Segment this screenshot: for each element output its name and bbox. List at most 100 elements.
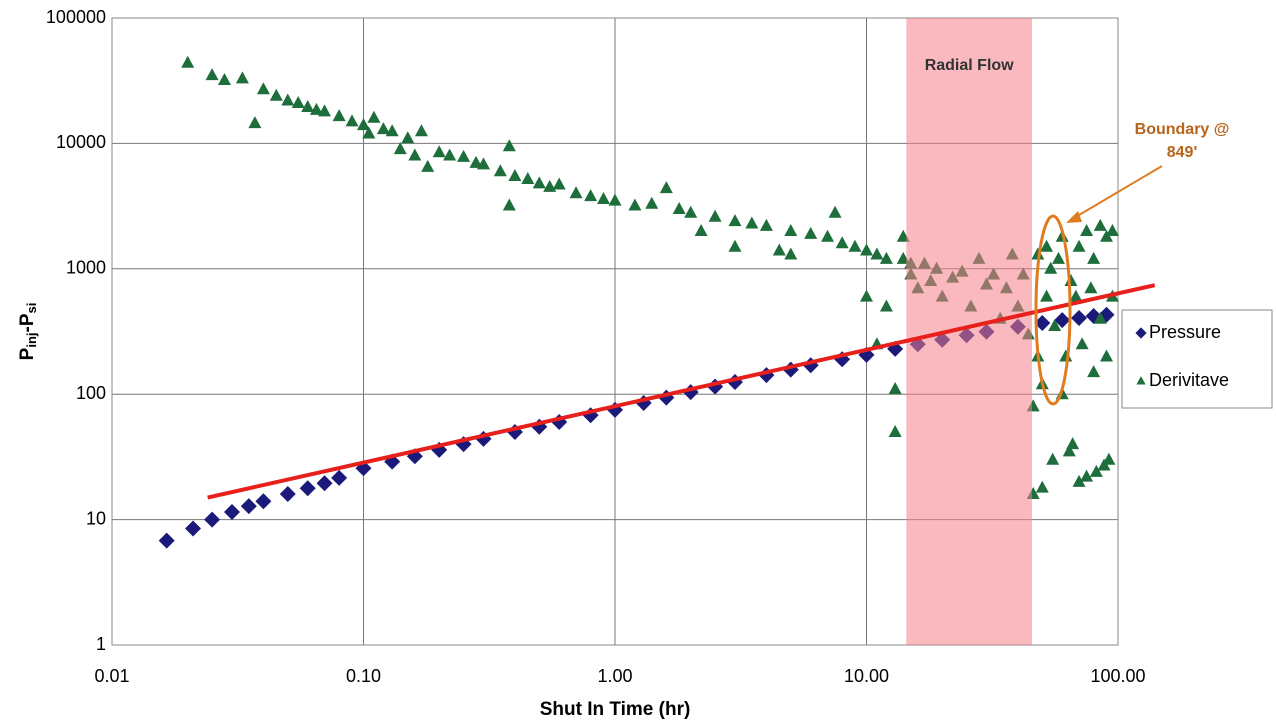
x-tick-label: 0.10 [346,666,381,686]
derivative-point [357,118,370,131]
derivative-point [728,214,742,227]
derivative-point [281,93,295,106]
derivative-point [469,155,483,168]
derivative-point [684,205,698,218]
annotation-text: Boundary @ [1135,121,1230,138]
derivative-point [879,251,893,264]
derivative-point [1084,281,1098,294]
derivative-point [860,289,873,302]
derivative-point [784,247,798,260]
derivative-point [1080,224,1094,237]
derivative-point [1066,437,1080,450]
derivative-point [414,124,428,137]
x-tick-label: 0.01 [94,666,129,686]
derivative-point [1040,289,1054,302]
derivative-point [181,55,195,68]
derivative-point [318,104,332,117]
derivative-point [1089,464,1103,477]
derivative-point [1072,474,1086,487]
pressure-point [316,475,333,492]
derivative-point [804,226,818,239]
derivative-point [1052,251,1066,264]
y-axis-title: Pinj-Psi [17,303,39,361]
derivative-point [1048,318,1062,331]
derivative-point [367,110,381,123]
derivative-point [552,177,566,190]
pressure-point [1034,314,1051,331]
derivative-point [708,209,722,222]
derivative-point [432,145,446,158]
pressure-point [299,480,316,497]
pressure-point [255,493,272,510]
derivative-point [828,205,842,218]
y-axis-title-part: -P [17,313,38,332]
derivative-point [248,116,262,129]
derivative-point [584,189,598,202]
x-tick-label: 10.00 [844,666,889,686]
pressure-point [279,486,296,503]
derivative-point [596,192,610,205]
derivative-point [362,126,376,139]
derivative-point [493,164,507,177]
y-tick-label: 10000 [56,132,106,152]
shaded-region-label: Radial Flow [925,57,1014,74]
derivative-point [848,239,862,252]
derivative-point [1093,311,1107,324]
legend-label: Derivitave [1149,370,1229,390]
derivative-point [569,186,583,199]
derivative-point [1035,480,1049,493]
derivative-point [217,73,231,86]
derivative-point [1040,239,1054,252]
derivative-point [694,224,708,237]
derivative-point [888,424,902,437]
derivative-point [608,193,622,206]
derivative-point [385,124,399,137]
derivative-point [659,181,673,194]
derivative-point [835,236,849,249]
pressure-point [223,503,240,520]
derivative-point [1105,224,1119,237]
derivative-point [1069,289,1083,302]
derivative-point [628,198,642,211]
annotation-text: 849' [1167,144,1198,161]
legend-label: Pressure [1149,322,1221,342]
derivative-point [508,168,522,181]
derivative-point [860,243,873,256]
derivative-point [1072,239,1086,252]
derivative-point [728,239,742,252]
y-tick-label: 1 [96,634,106,654]
derivative-point [870,247,884,260]
derivative-point [1093,218,1107,231]
x-tick-label: 1.00 [597,666,632,686]
pressure-point [204,511,221,528]
derivative-point [1102,452,1116,465]
pressure-point [185,520,202,537]
derivative-point [401,131,415,144]
derivative-point [393,142,407,155]
derivative-point [235,71,249,84]
derivative-point [672,201,686,214]
derivative-point [1080,469,1094,482]
derivative-point [309,102,323,115]
legend-box [1121,309,1273,409]
derivative-point [1046,452,1060,465]
pressure-point [331,469,348,486]
x-tick-label: 100.00 [1090,666,1145,686]
x-axis-title: Shut In Time (hr) [540,699,691,720]
derivative-point [1087,251,1101,264]
derivative-point [772,243,786,256]
pressure-point [1071,310,1088,327]
annotation-arrowhead [1066,211,1082,223]
boundary-ellipse [1034,214,1072,406]
derivative-point [376,122,390,135]
derivative-point [256,82,270,95]
derivative-point [408,148,422,161]
derivative-point [345,114,359,127]
derivative-point [784,224,798,237]
derivative-point [645,196,659,209]
derivative-point [205,68,219,81]
y-axis-title-part: si [24,303,39,314]
pressure-point [158,532,175,549]
derivative-point [301,100,315,113]
